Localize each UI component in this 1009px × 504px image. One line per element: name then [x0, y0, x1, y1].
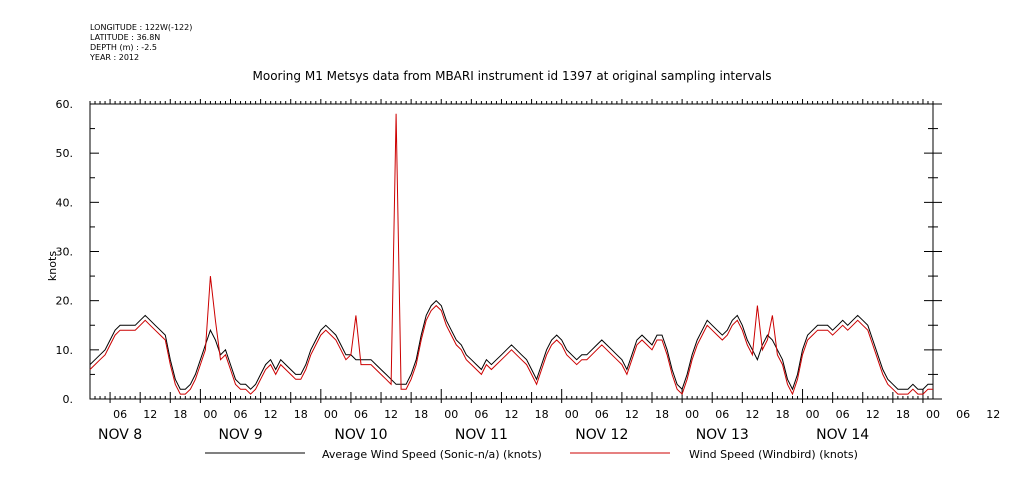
day-labels: NOV 8 NOV 9 NOV 10 NOV 11 NOV 12 NOV 13 NOV 14	[98, 427, 869, 443]
y-axis-label: knots	[46, 251, 59, 281]
day-label: NOV 13	[696, 427, 749, 443]
y-tick-label: 0.	[63, 393, 74, 406]
series-lines	[89, 113, 933, 396]
x-tick-label: 06	[113, 408, 127, 421]
y-tick-label: 20.	[56, 295, 74, 308]
y-tick-label: 30.	[56, 246, 74, 259]
x-tick-label: 00	[444, 408, 458, 421]
x-tick-label: 12	[625, 408, 639, 421]
x-tick-label: 00	[685, 408, 699, 421]
chart-title: Mooring M1 Metsys data from MBARI instru…	[253, 69, 772, 83]
legend: Average Wind Speed (Sonic-n/a) (knots) W…	[205, 448, 858, 461]
legend-label-average: Average Wind Speed (Sonic-n/a) (knots)	[322, 448, 542, 461]
x-tick-label: 18	[535, 408, 549, 421]
x-tick-label: 00	[806, 408, 820, 421]
day-label: NOV 11	[455, 427, 508, 443]
y-tick-label: 10.	[56, 344, 74, 357]
x-tick-label: 12	[384, 408, 398, 421]
series-line-average	[89, 300, 933, 391]
day-label: NOV 12	[575, 427, 628, 443]
x-tick-label: 18	[414, 408, 428, 421]
x-tick-label: 00	[203, 408, 217, 421]
x-tick-label: 12	[143, 408, 157, 421]
day-label: NOV 14	[816, 427, 869, 443]
x-tick-label: 00	[926, 408, 940, 421]
day-label: NOV 8	[98, 427, 142, 443]
y-tick-label: 50.	[56, 147, 74, 160]
y-tick-labels: 0. 10. 20. 30. 40. 50. 60.	[56, 98, 74, 406]
x-tick-label: 00	[324, 408, 338, 421]
year-label: YEAR : 2012	[89, 53, 139, 62]
x-tick-label: 12	[866, 408, 880, 421]
x-tick-label: 06	[715, 408, 729, 421]
depth-label: DEPTH (m) : -2.5	[90, 43, 157, 52]
day-label: NOV 10	[334, 427, 387, 443]
x-tick-label: 18	[775, 408, 789, 421]
plot-frame	[89, 103, 934, 400]
x-tick-label: 18	[173, 408, 187, 421]
x-tick-label: 18	[655, 408, 669, 421]
latitude-label: LATITUDE : 36.8N	[90, 33, 160, 42]
longitude-label: LONGITUDE : 122W(-122)	[90, 23, 192, 32]
x-tick-label: 12	[264, 408, 278, 421]
x-tick-label: 12	[745, 408, 759, 421]
x-tick-label: 06	[836, 408, 850, 421]
x-tick-label: 00	[565, 408, 579, 421]
x-tick-label: 06	[354, 408, 368, 421]
x-tick-label: 18	[896, 408, 910, 421]
series-line-windbird	[89, 113, 933, 396]
x-tick-label: 12	[986, 408, 1000, 421]
axis-ticks	[89, 99, 942, 403]
x-tick-label: 18	[294, 408, 308, 421]
day-label: NOV 9	[218, 427, 262, 443]
y-tick-label: 60.	[56, 98, 74, 111]
legend-label-windbird: Wind Speed (Windbird) (knots)	[689, 448, 858, 461]
x-tick-label: 06	[474, 408, 488, 421]
x-tick-label: 06	[956, 408, 970, 421]
y-tick-label: 40.	[56, 196, 74, 209]
x-tick-label: 06	[595, 408, 609, 421]
x-tick-label: 12	[505, 408, 519, 421]
x-tick-labels: 06 12 18 00 06 12 18 00 06 12 18 00 06 12 18 00 06 12 18 00…	[113, 408, 1000, 421]
x-tick-label: 06	[234, 408, 248, 421]
